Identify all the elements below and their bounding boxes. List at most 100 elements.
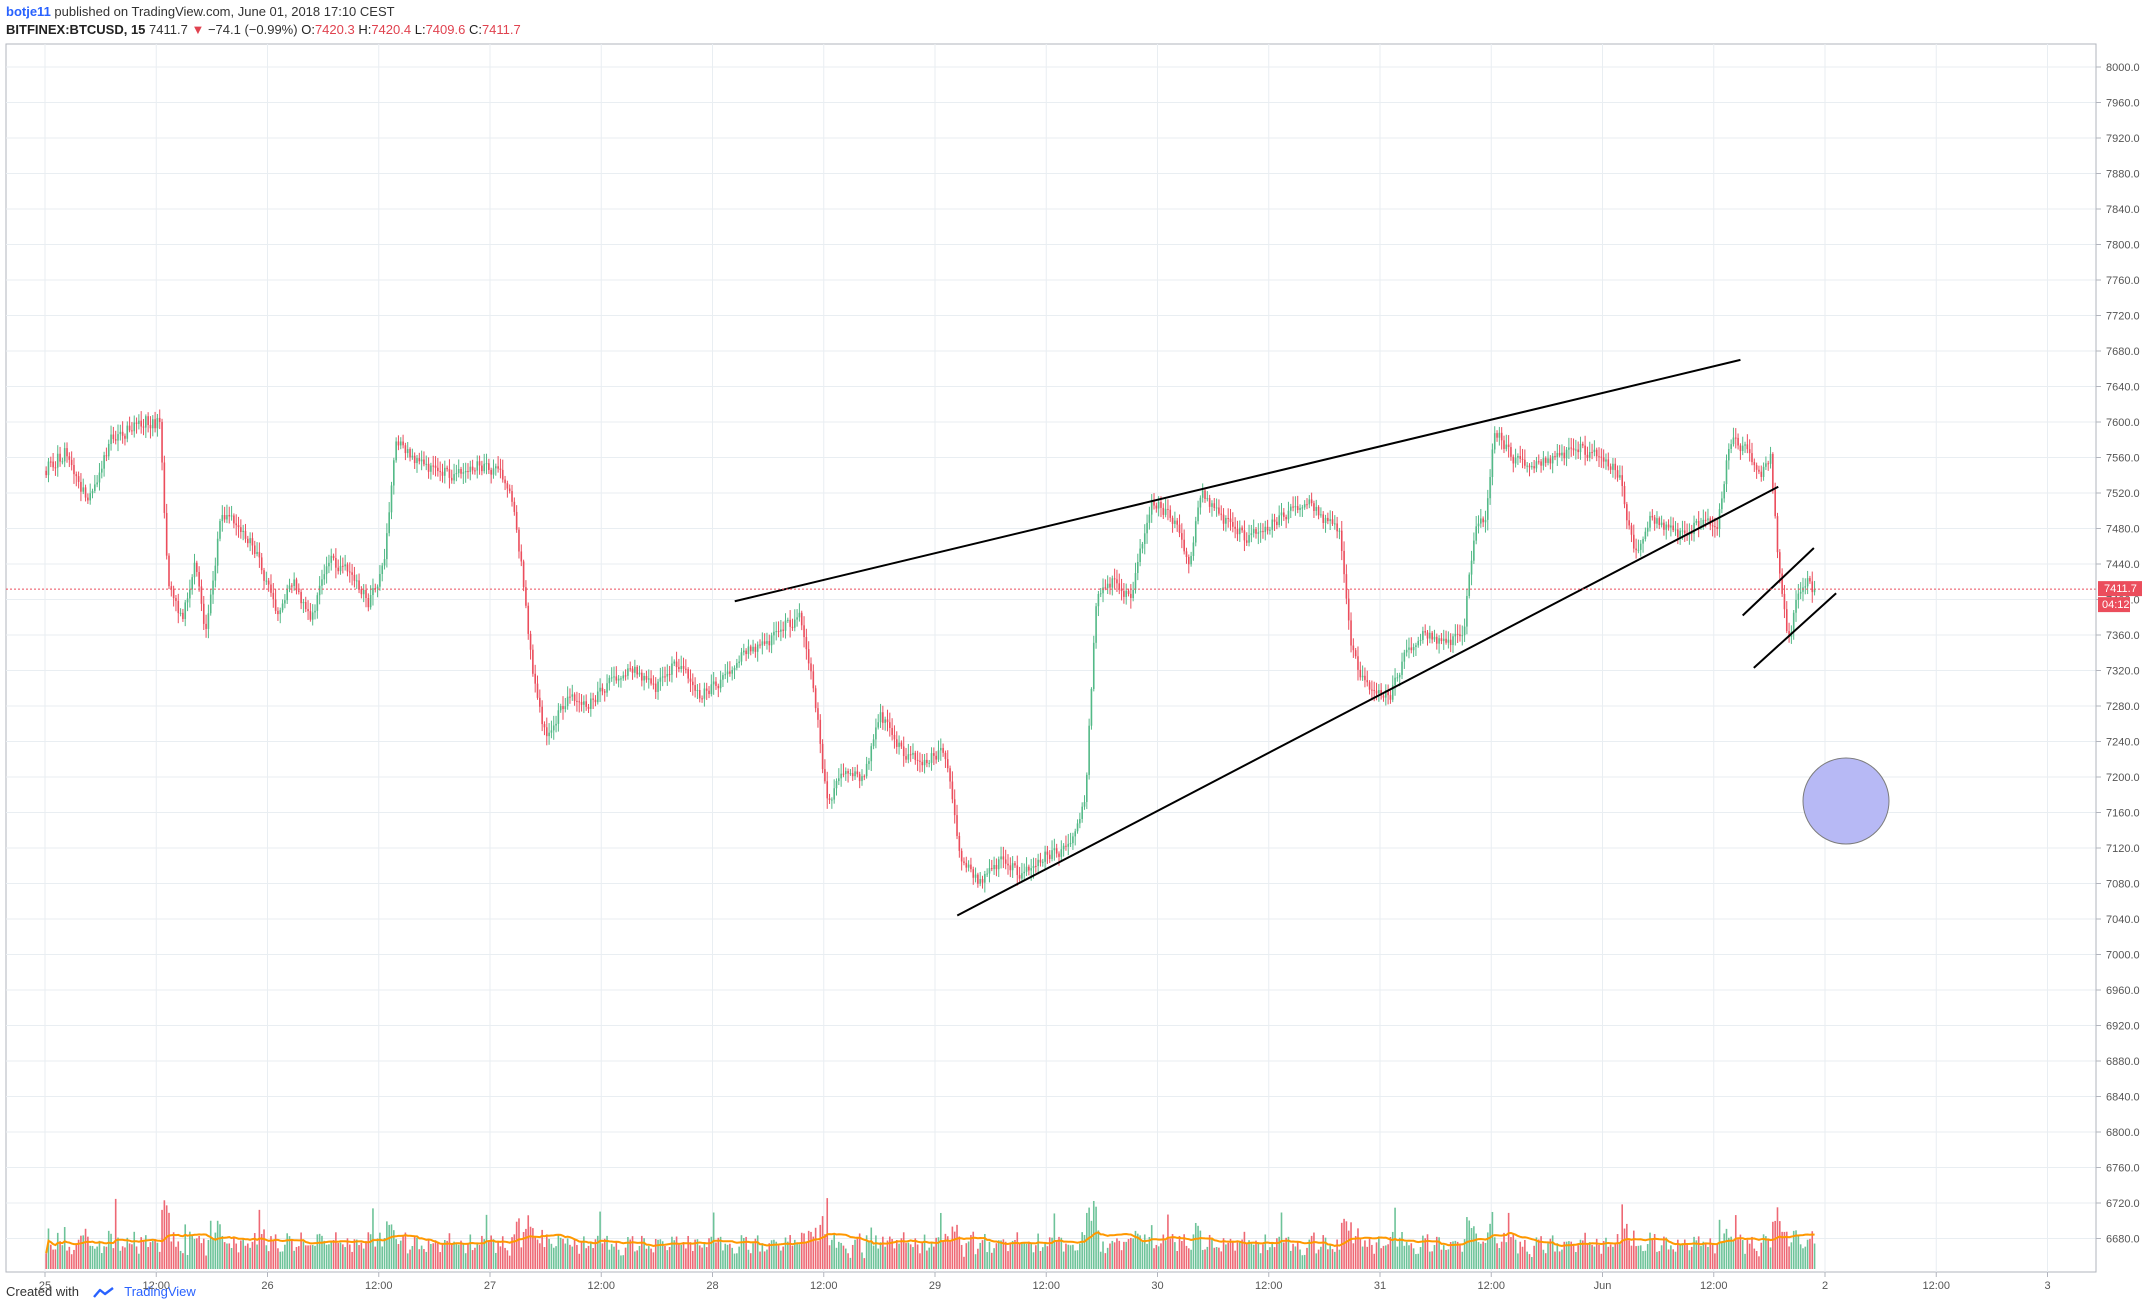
trendline[interactable]: [956, 485, 1779, 917]
candle-body: [680, 665, 683, 670]
volume-bar: [1605, 1237, 1607, 1269]
candle-body: [1769, 453, 1772, 464]
candle-body: [89, 493, 91, 501]
volume-bar: [550, 1243, 553, 1269]
candle-body: [835, 781, 838, 789]
candle-body: [485, 463, 488, 465]
volume-bar: [511, 1237, 513, 1269]
candle-body: [1440, 638, 1443, 642]
volume-bar: [652, 1252, 655, 1269]
candle-body: [687, 669, 689, 679]
time-axis[interactable]: 25 12:00 26 12:00 27 12:00 28 12:00 29 12:00 30 12:…: [39, 1272, 2051, 1292]
volume-bar: [1454, 1240, 1457, 1269]
volume-bar: [1456, 1241, 1459, 1269]
candle-body: [1380, 690, 1382, 696]
volume-bar: [418, 1249, 421, 1269]
volume-bar: [246, 1243, 249, 1269]
candle-body: [678, 667, 680, 670]
volume-bar: [1011, 1240, 1014, 1269]
candle-body: [1758, 469, 1760, 472]
volume-bar: [300, 1232, 302, 1269]
volume-bar: [1283, 1242, 1285, 1269]
candle-body: [110, 434, 112, 444]
candle-body: [1788, 631, 1790, 637]
candle-body: [675, 661, 678, 668]
volume-bar: [1473, 1226, 1475, 1269]
candle-body: [953, 799, 956, 816]
candle-body: [448, 469, 451, 478]
volume-bar: [1000, 1240, 1002, 1269]
candle-body: [1695, 520, 1698, 523]
volume-bar: [444, 1240, 446, 1269]
volume-bar: [263, 1229, 265, 1269]
candle-body: [1264, 526, 1267, 533]
volume-bar: [763, 1251, 766, 1269]
volume-bar: [1398, 1237, 1401, 1269]
volume-bar: [673, 1240, 676, 1269]
candle-body: [1241, 527, 1243, 531]
volume-bar: [935, 1237, 937, 1269]
volume-bar: [1162, 1234, 1165, 1269]
candle-body: [854, 771, 856, 777]
volume-bar: [402, 1235, 404, 1269]
symbol-label[interactable]: BITFINEX:BTCUSD, 15: [6, 22, 146, 37]
volume-bar: [703, 1242, 706, 1269]
candle-body: [346, 564, 349, 572]
volume-bar: [1468, 1220, 1471, 1269]
candle-body: [1593, 449, 1596, 453]
candle-body: [578, 701, 581, 703]
volume-bar: [272, 1241, 275, 1269]
candle-body: [705, 688, 708, 691]
trendlines[interactable]: [734, 358, 1837, 917]
price-axis[interactable]: 8000.07960.07920.07880.07840.07800.07760…: [2095, 44, 2140, 1272]
volume-bar: [691, 1250, 694, 1269]
volume-bar: [1429, 1251, 1431, 1269]
volume-bar: [1779, 1221, 1781, 1269]
candle-body: [209, 594, 212, 614]
candle-body: [877, 722, 880, 728]
trendline[interactable]: [1741, 547, 1815, 617]
volume-bar: [1181, 1240, 1183, 1269]
candle-body: [1621, 475, 1624, 487]
volume-bar: [590, 1242, 592, 1269]
volume-bar: [747, 1249, 750, 1269]
volume-bar: [638, 1245, 641, 1269]
price-tick-label: 7680.0: [2106, 346, 2140, 358]
volume-bar: [1424, 1238, 1426, 1269]
candle-body: [831, 799, 833, 801]
candle-body: [791, 626, 794, 628]
candle-body: [701, 698, 703, 700]
tradingview-link[interactable]: TradingView: [124, 1284, 196, 1299]
volume-bar: [1310, 1235, 1313, 1269]
volume-bar: [773, 1239, 775, 1269]
volume-bar: [1169, 1238, 1172, 1269]
low-value: 7409.6: [425, 22, 466, 37]
volume-bar: [636, 1250, 638, 1269]
candle-body: [1069, 843, 1072, 845]
candle-body: [657, 681, 659, 692]
circle-drawing[interactable]: [1802, 757, 1890, 845]
candle-body: [91, 490, 94, 494]
candle-body: [1097, 594, 1100, 607]
candle-body: [773, 631, 775, 636]
candle-body: [1002, 856, 1005, 860]
candle-body: [1340, 530, 1343, 551]
candle-body: [230, 515, 233, 517]
close-label: C:: [468, 22, 482, 37]
volume-bar: [1505, 1242, 1508, 1269]
candle-body: [1018, 875, 1021, 879]
volume-bar: [749, 1253, 752, 1269]
trendline[interactable]: [734, 358, 1741, 603]
trendline[interactable]: [1753, 592, 1837, 669]
candle-body: [1500, 432, 1503, 441]
volume-bar: [979, 1242, 981, 1269]
author-link[interactable]: botje11: [6, 4, 51, 19]
candle-body: [1141, 544, 1144, 549]
candle-body: [1514, 457, 1517, 464]
volume-bar: [267, 1251, 270, 1269]
volume-bar: [817, 1241, 819, 1269]
candle-body: [504, 479, 506, 484]
candle-body: [1255, 529, 1257, 534]
volume-bar: [462, 1243, 465, 1269]
